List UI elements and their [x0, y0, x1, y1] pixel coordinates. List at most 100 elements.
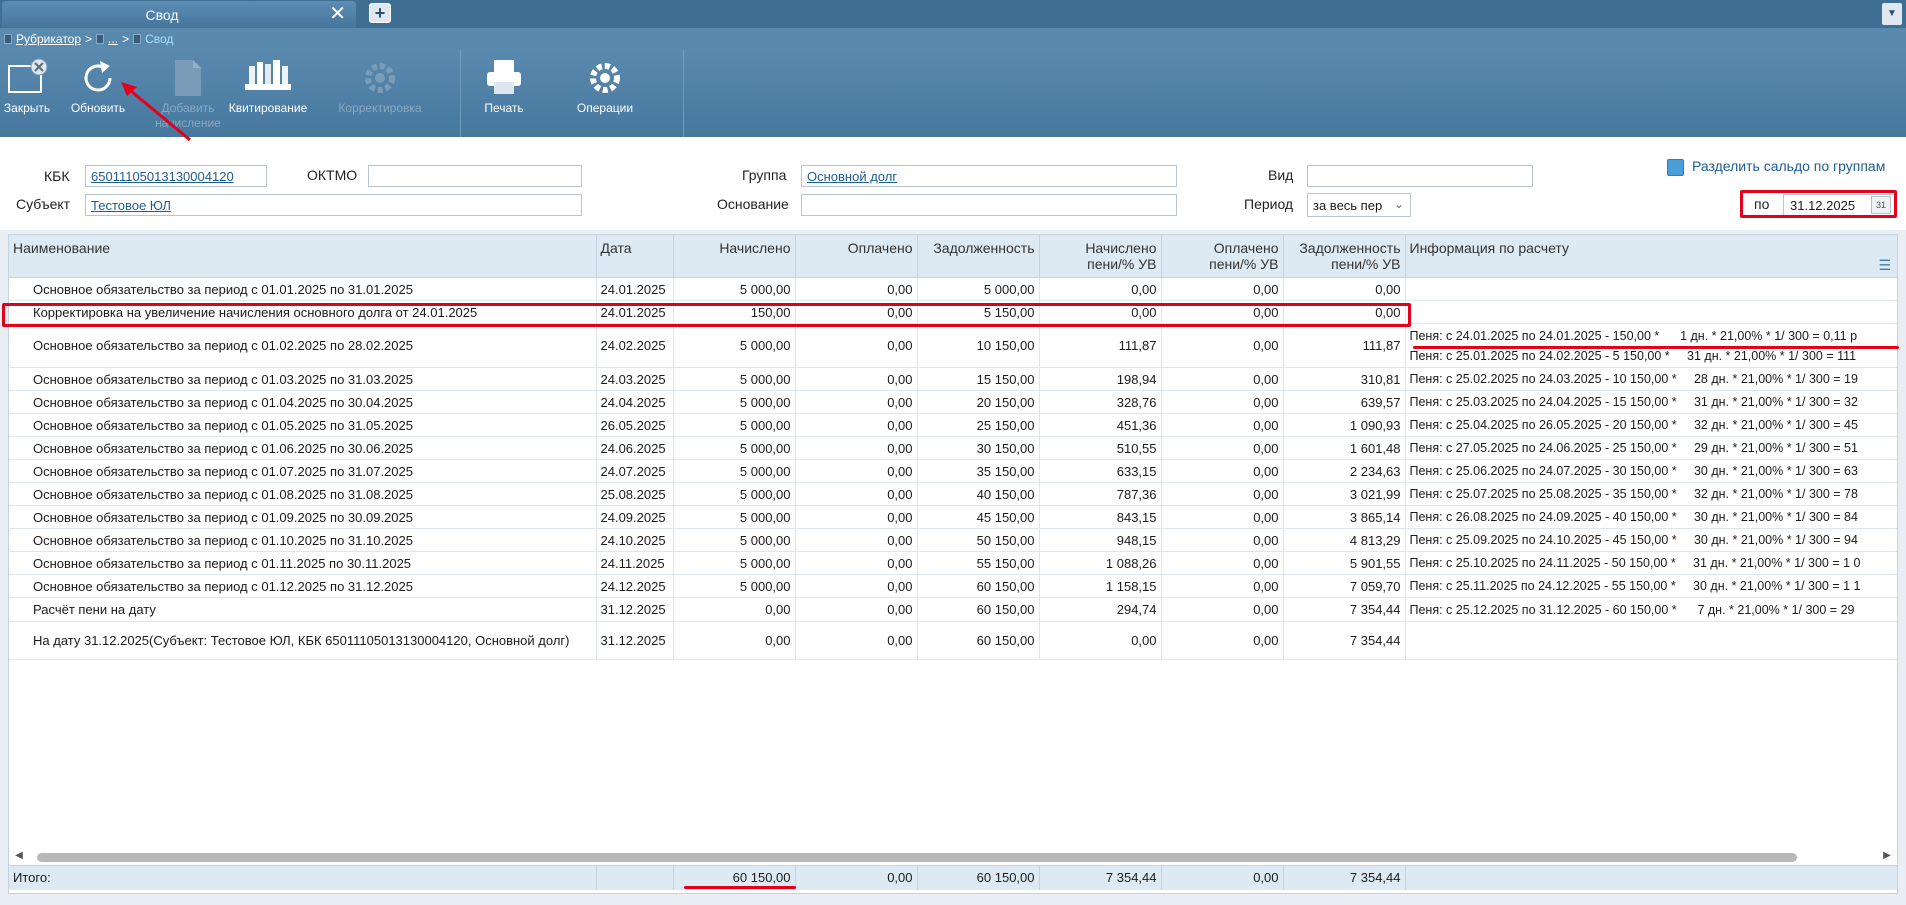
row-debt-penalty: 1 090,93: [1283, 413, 1406, 437]
info-line: Пеня: с 25.10.2025 по 24.11.2025 - 50 15…: [1409, 556, 1861, 570]
refresh-button[interactable]: Обновить: [64, 54, 132, 134]
tab-close-icon[interactable]: ✕: [329, 3, 346, 25]
horizontal-scrollbar[interactable]: ◀ ▶: [9, 849, 1897, 865]
col-paid-penalty[interactable]: Оплачено пени/% УВ: [1161, 235, 1284, 278]
split-label[interactable]: Разделить сальдо по группам: [1692, 158, 1886, 174]
toolbar: Закрыть Обновить Добавить начисление Квит…: [0, 50, 1906, 137]
table-row[interactable]: Основное обязательство за период с 01.08…: [9, 482, 1897, 506]
table-row[interactable]: Основное обязательство за период с 01.12…: [9, 574, 1897, 598]
table-row[interactable]: Основное обязательство за период с 01.05…: [9, 413, 1897, 437]
table-row[interactable]: Основное обязательство за период с 01.11…: [9, 551, 1897, 575]
row-paid: 0,00: [795, 436, 918, 460]
correction-button[interactable]: Корректировка: [330, 54, 430, 134]
column-menu-icon[interactable]: ☰: [1878, 257, 1891, 273]
table-row[interactable]: Основное обязательство за период с 01.02…: [9, 323, 1897, 368]
info-line: Пеня: с 25.12.2025 по 31.12.2025 - 60 15…: [1409, 602, 1855, 617]
add-tab-icon[interactable]: +: [369, 3, 391, 23]
group-field[interactable]: Основной долг: [801, 165, 1177, 187]
row-info: Пеня: с 25.09.2025 по 24.10.2025 - 45 15…: [1405, 528, 1897, 552]
subject-link[interactable]: Тестовое ЮЛ: [91, 198, 171, 213]
totals-paid: 0,00: [795, 865, 918, 890]
kbk-link[interactable]: 65011105013130004120: [91, 169, 234, 184]
scrollbar-thumb[interactable]: [37, 853, 1797, 862]
row-date: 24.01.2025: [596, 277, 674, 301]
table-row[interactable]: Основное обязательство за период с 01.06…: [9, 436, 1897, 460]
subject-field[interactable]: Тестовое ЮЛ: [85, 194, 582, 216]
group-link[interactable]: Основной долг: [807, 169, 898, 184]
table-row[interactable]: Основное обязательство за период с 01.10…: [9, 528, 1897, 552]
kbk-field[interactable]: 65011105013130004120: [85, 165, 267, 187]
period-select[interactable]: за весь пер ⌄: [1307, 193, 1411, 217]
scroll-right-icon[interactable]: ▶: [1883, 850, 1891, 861]
info-line: Пеня: с 25.01.2025 по 24.02.2025 - 5 150…: [1409, 348, 1857, 363]
tab-svod[interactable]: Свод ✕: [2, 1, 356, 28]
col-paid[interactable]: Оплачено: [795, 235, 918, 278]
row-paid-penalty: 0,00: [1161, 413, 1284, 437]
print-button[interactable]: Печать: [470, 54, 538, 134]
row-date: 24.01.2025: [596, 300, 674, 324]
close-button[interactable]: Закрыть: [0, 54, 54, 134]
row-debt: 25 150,00: [917, 413, 1040, 437]
table-row[interactable]: Корректировка на увеличение начисления о…: [9, 300, 1897, 324]
table-row[interactable]: Основное обязательство за период с 01.03…: [9, 367, 1897, 391]
col-debt-penalty[interactable]: Задолженность пени/% УВ: [1283, 235, 1406, 278]
breadcrumb-root[interactable]: Рубрикатор: [16, 32, 82, 46]
info-line: Пеня: с 26.08.2025 по 24.09.2025 - 40 15…: [1409, 510, 1858, 524]
print-label: Печать: [484, 101, 524, 115]
table-row[interactable]: Основное обязательство за период с 01.09…: [9, 505, 1897, 529]
col-date[interactable]: Дата: [596, 235, 674, 278]
table-row[interactable]: Основное обязательство за период с 01.07…: [9, 459, 1897, 483]
col-charged-penalty[interactable]: Начислено пени/% УВ: [1039, 235, 1162, 278]
annotation-row-box: [2, 303, 1411, 327]
row-info: [1405, 621, 1897, 660]
kind-field[interactable]: [1307, 165, 1533, 187]
row-info: Пеня: с 25.11.2025 по 24.12.2025 - 55 15…: [1405, 574, 1897, 598]
row-name: Основное обязательство за период с 01.12…: [9, 574, 597, 598]
row-charged-penalty: 328,76: [1039, 390, 1162, 414]
row-paid: 0,00: [795, 505, 918, 529]
annotation-arrow-icon: [121, 82, 191, 142]
row-paid-penalty: 0,00: [1161, 551, 1284, 575]
table-row[interactable]: Основное обязательство за период с 01.01…: [9, 277, 1897, 301]
row-name: Основное обязательство за период с 01.01…: [9, 277, 597, 301]
col-debt[interactable]: Задолженность: [917, 235, 1040, 278]
row-paid-penalty: 0,00: [1161, 459, 1284, 483]
row-debt: 10 150,00: [917, 323, 1040, 368]
gear-icon: [365, 63, 395, 93]
row-name: Основное обязательство за период с 01.05…: [9, 413, 597, 437]
row-info: Пеня: с 27.05.2025 по 24.06.2025 - 25 15…: [1405, 436, 1897, 460]
row-paid: 0,00: [795, 621, 918, 660]
calendar-icon[interactable]: 31: [1871, 196, 1891, 214]
empty-area: [9, 660, 1897, 760]
row-paid: 0,00: [795, 551, 918, 575]
oktmo-field[interactable]: [368, 165, 582, 187]
col-name[interactable]: Наименование: [9, 235, 597, 278]
row-debt-penalty: 2 234,63: [1283, 459, 1406, 483]
folder-icon: [133, 34, 142, 44]
table-row[interactable]: Расчёт пени на дату 31.12.2025 0,00 0,00 60 …: [9, 597, 1897, 622]
group-label: Группа: [742, 167, 787, 183]
table-row[interactable]: На дату 31.12.2025(Субъект: Тестовое ЮЛ,…: [9, 621, 1897, 660]
split-checkbox[interactable]: [1667, 159, 1684, 176]
correction-label: Корректировка: [338, 101, 422, 115]
breadcrumb-middle[interactable]: ...: [108, 32, 119, 46]
row-paid-penalty: 0,00: [1161, 621, 1284, 660]
row-debt-penalty: 3 021,99: [1283, 482, 1406, 506]
basis-field[interactable]: [801, 194, 1177, 216]
empty-cell: [9, 660, 596, 760]
row-charged-penalty: 111,87: [1039, 323, 1162, 368]
reconcile-button[interactable]: Квитирование: [222, 54, 314, 134]
printer-icon: [487, 60, 521, 94]
chevron-down-icon[interactable]: ▼: [1882, 3, 1902, 25]
row-paid-penalty: 0,00: [1161, 574, 1284, 598]
operations-button[interactable]: Операции: [565, 54, 645, 134]
row-info: Пеня: с 26.08.2025 по 24.09.2025 - 40 15…: [1405, 505, 1897, 529]
tab-bar: Свод ✕ + ▼: [0, 0, 1906, 28]
row-name: Основное обязательство за период с 01.10…: [9, 528, 597, 552]
col-info[interactable]: Информация по расчету: [1405, 235, 1897, 278]
scroll-left-icon[interactable]: ◀: [15, 850, 23, 861]
table-row[interactable]: Основное обязательство за период с 01.04…: [9, 390, 1897, 414]
row-date: 31.12.2025: [596, 597, 674, 622]
col-charged[interactable]: Начислено: [673, 235, 796, 278]
row-paid-penalty: 0,00: [1161, 367, 1284, 391]
